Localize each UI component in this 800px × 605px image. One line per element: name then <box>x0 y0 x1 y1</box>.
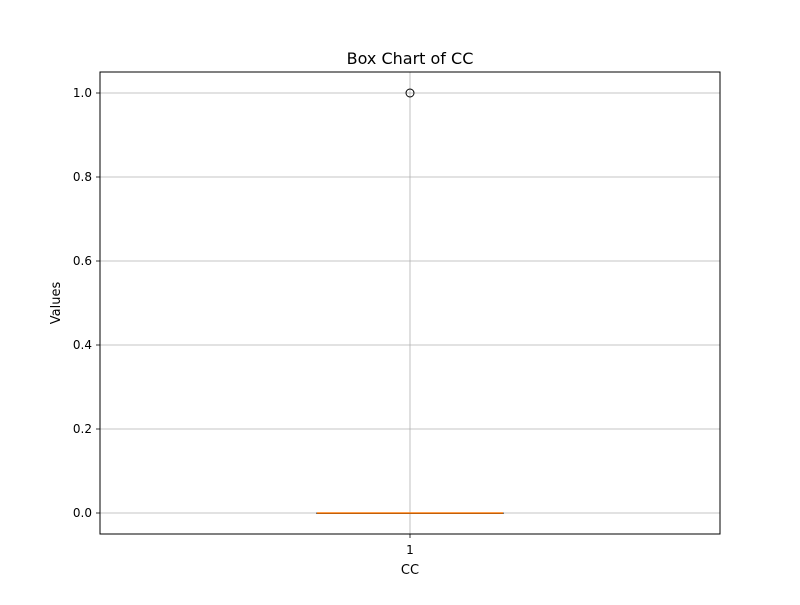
y-tick-label: 0.8 <box>73 170 92 184</box>
y-tick-label: 0.4 <box>73 338 92 352</box>
y-axis-label: Values <box>49 282 64 325</box>
y-tick-label: 0.0 <box>73 506 92 520</box>
y-tick-label: 1.0 <box>73 86 92 100</box>
chart-title: Box Chart of CC <box>347 49 474 68</box>
y-tick-label: 0.2 <box>73 422 92 436</box>
box-outlier-point <box>405 88 415 98</box>
x-axis-label: CC <box>401 563 419 578</box>
x-tick-label: 1 <box>406 543 414 557</box>
grid-layer <box>100 72 720 534</box>
box-layer <box>316 88 504 514</box>
tick-layer: 0.0 0.2 0.4 0.6 0.8 1.0 1 <box>73 86 414 557</box>
y-tick-label: 0.6 <box>73 254 92 268</box>
